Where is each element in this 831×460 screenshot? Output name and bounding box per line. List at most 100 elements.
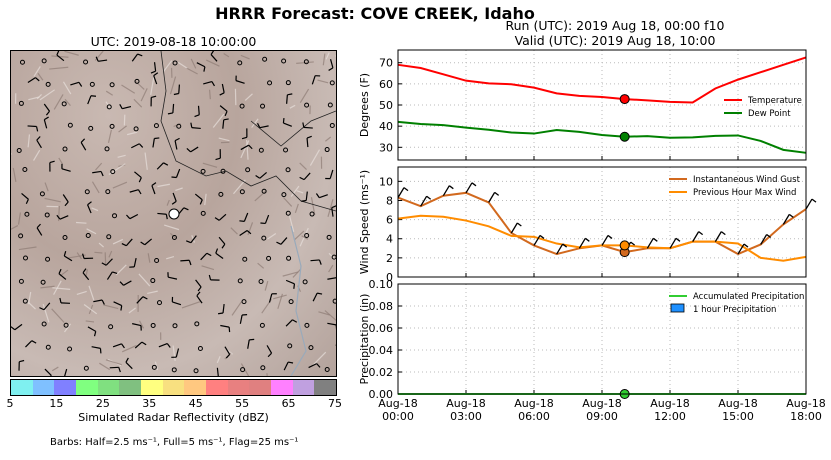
calm-barb [89, 81, 95, 87]
calm-barb [324, 366, 330, 372]
y-tick-label: 0 [386, 271, 393, 284]
calm-barb [83, 365, 89, 371]
reflectivity-map [10, 50, 337, 377]
calm-barb [259, 322, 265, 328]
terrain-ridge [166, 199, 170, 206]
wind-barb [264, 214, 270, 224]
legend-label: Temperature [747, 96, 802, 106]
terrain-ridge [33, 66, 41, 77]
wind-barb-feather [125, 214, 131, 220]
terrain-ridge [154, 361, 159, 371]
terrain-ridge [58, 157, 64, 165]
wind-barb-feather [403, 187, 409, 192]
terrain-ridge [99, 362, 111, 371]
wind-barb [200, 252, 208, 261]
wind-barb [218, 236, 226, 245]
wind-barb-feather [302, 122, 305, 128]
calm-barb [106, 234, 112, 240]
wind-barb [240, 144, 249, 151]
calm-barb [218, 191, 224, 197]
county-border [250, 110, 336, 147]
wind-barb-feather [174, 137, 180, 142]
wind-barb-feather [516, 222, 522, 227]
wind-barb [303, 126, 313, 129]
wind-barb [191, 127, 201, 130]
wind-barb-feather [112, 271, 118, 275]
terrain-ridge [39, 89, 55, 101]
wind-barb-feather [142, 296, 148, 300]
terrain-ridge [299, 162, 307, 170]
terrain-ridge [147, 290, 158, 295]
x-tick-label: 00:00 [382, 410, 414, 423]
colorbar-swatch [206, 380, 228, 395]
calm-barb [262, 56, 268, 62]
colorbar-swatch [119, 380, 142, 395]
wind-barb [105, 258, 113, 266]
calm-barb [67, 346, 73, 352]
terrain-ridge [289, 104, 296, 109]
wind-barb-feather [210, 51, 215, 55]
wind-barb [285, 319, 293, 327]
wind-barb-feather [197, 286, 202, 292]
calm-barb [23, 255, 29, 261]
wind-barb-feather [317, 292, 323, 295]
wind-barb-feather [151, 182, 157, 187]
wind-barb [131, 53, 139, 62]
wind-barb-feather [208, 274, 212, 281]
wind-barb-feather [125, 357, 129, 363]
calm-barb [62, 234, 68, 240]
terrain-ridge [266, 373, 268, 376]
legend-label: Accumulated Precipitation [693, 292, 804, 302]
wind-barb-feather [743, 243, 749, 248]
terrain-ridge [128, 307, 136, 314]
calm-barb [153, 123, 159, 129]
chart-panel: 0 2 4 6 8 10 Wind Speed (ms⁻¹) Instantaneous Wi… [358, 166, 817, 284]
wind-barb-feather [299, 176, 305, 181]
terrain-ridge [144, 152, 148, 170]
colorbar-swatch [162, 380, 185, 395]
wind-barb [327, 322, 336, 326]
terrain-ridge [157, 183, 170, 188]
wind-barb [319, 194, 328, 199]
wind-barb [311, 75, 316, 85]
wind-barb [646, 237, 654, 249]
terrain-ridge [218, 137, 230, 142]
wind-barb [151, 185, 156, 195]
wind-barb-feather [215, 157, 221, 161]
wind-barb-feather [186, 148, 191, 153]
wind-barb [714, 231, 722, 242]
colorbar-tick: 15 [49, 397, 64, 410]
wind-barb [327, 277, 336, 280]
calm-barb [150, 322, 156, 328]
wind-barb [220, 324, 230, 328]
terrain-ridge [64, 51, 79, 56]
wind-barb [210, 54, 218, 62]
wind-barb-feather [138, 143, 144, 148]
calm-barb [260, 365, 266, 371]
terrain-ridge [233, 179, 246, 195]
colorbar-swatch [76, 380, 98, 395]
calm-barb [194, 321, 200, 327]
calm-barb [88, 125, 94, 131]
wind-barb-feather [675, 237, 681, 242]
terrain-ridge [254, 189, 267, 202]
colorbar-swatch [249, 380, 272, 395]
terrain-ridge [40, 285, 55, 289]
wind-barb-feather [167, 112, 173, 115]
calm-barb [41, 321, 47, 327]
calm-barb [237, 278, 243, 284]
wind-barb [266, 345, 273, 354]
terrain-ridge [33, 149, 41, 161]
y-tick-label: 40 [379, 120, 393, 133]
y-axis-label: Precipitation (in) [358, 294, 371, 385]
wind-barb [58, 273, 67, 280]
wind-barb-feather [137, 53, 143, 57]
wind-barb-feather [36, 136, 41, 141]
calm-barb [67, 122, 73, 128]
wind-barb-feather [80, 138, 86, 143]
station-marker [168, 208, 180, 220]
wind-barb [760, 234, 768, 245]
wind-barb [172, 301, 182, 306]
wind-barb-feather [171, 200, 177, 205]
